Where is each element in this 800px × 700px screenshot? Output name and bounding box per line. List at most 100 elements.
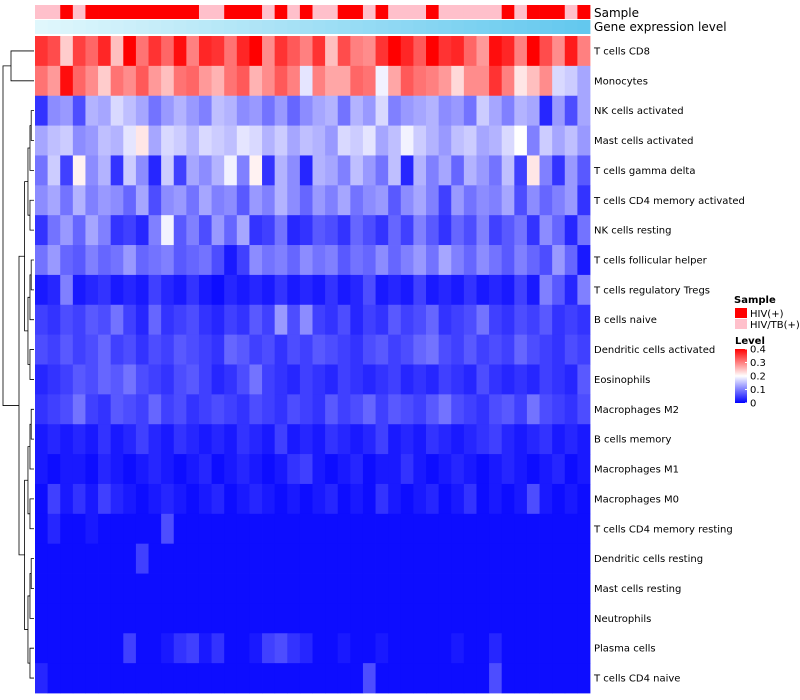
heatmap-cell [98,424,112,455]
heatmap-cell [552,543,566,574]
heatmap-cell [173,424,187,455]
heatmap-cell [72,513,86,545]
heatmap-cell [47,334,61,365]
heatmap-cell [463,95,477,126]
heatmap-cell [98,245,112,276]
heatmap-cell [85,245,99,276]
heatmap-cell [198,215,212,246]
heatmap-cell [274,245,288,276]
heatmap-cell [476,663,490,694]
heatmap-cell [325,364,339,395]
heatmap-cell [400,663,414,694]
heatmap-cell [337,424,351,455]
heatmap-cell [47,95,61,126]
heatmap-cell [123,454,137,485]
heatmap-cell [98,483,112,515]
heatmap-cell [72,274,86,306]
heatmap-cell [135,155,149,186]
heatmap-cell [552,513,566,545]
heatmap-cell [514,633,528,664]
heatmap-cell [123,663,137,694]
heatmap-cell [262,543,276,574]
heatmap-cell [489,424,503,455]
heatmap-cell [375,364,389,395]
sample-annotation-cell [426,5,440,19]
heatmap-cell [514,454,528,485]
heatmap-cell [299,95,313,126]
heatmap-cell [312,125,326,156]
heatmap-cell [476,125,490,156]
heatmap-cell [148,125,162,156]
heatmap-cell [451,36,465,67]
heatmap-cell [299,334,313,365]
heatmap-cell [236,603,250,634]
heatmap-cell [274,95,288,126]
row-label: B cells memory [594,435,671,446]
heatmap-cell [186,304,200,336]
heatmap-cell [577,633,591,664]
heatmap-cell [236,633,250,664]
heatmap-cell [35,334,49,365]
heatmap-cell [501,215,515,246]
heatmap-cell [135,274,149,306]
heatmap-cell [539,125,553,156]
heatmap-cell [375,603,389,634]
heatmap-cell [72,364,86,395]
heatmap-cell [388,155,402,186]
heatmap-cell [135,304,149,336]
heatmap-cell [552,573,566,604]
heatmap-cell [350,125,364,156]
heatmap-cell [489,274,503,306]
heatmap-cell [85,394,99,425]
heatmap-cell [148,304,162,336]
heatmap-cell [451,603,465,634]
heatmap-cell [526,633,540,664]
heatmap-cell [337,304,351,336]
heatmap-cell [476,304,490,336]
row-label: T cells regulatory Tregs [593,285,710,296]
sample-annotation-cell [47,5,61,19]
heatmap-cell [438,304,452,336]
heatmap-cell [489,36,503,67]
sample-annotation-cell [35,5,49,19]
heatmap-cell [413,155,427,186]
sample-annotation-cell [438,5,452,19]
heatmap-cell [161,125,175,156]
sample-annotation-cell [489,5,503,19]
heatmap-cell [337,36,351,67]
heatmap-cell [564,245,578,276]
heatmap-cell [501,633,515,664]
heatmap-cell [148,65,162,97]
heatmap-cell [198,95,212,126]
heatmap-cell [552,215,566,246]
heatmap-cell [388,215,402,246]
heatmap-cell [161,334,175,365]
heatmap-cell [299,155,313,186]
heatmap-cell [489,513,503,545]
expression-annotation-cell [249,20,263,34]
heatmap-cell [299,573,313,604]
heatmap-cell [110,364,124,395]
heatmap-cell [274,364,288,395]
heatmap-cell [249,215,263,246]
heatmap-cell [148,274,162,306]
heatmap-cell [337,454,351,485]
heatmap-cell [463,663,477,694]
heatmap-cell [539,454,553,485]
heatmap-cell [85,95,99,126]
heatmap-cell [539,245,553,276]
heatmap-cell [173,633,187,664]
heatmap-cell [35,364,49,395]
heatmap-cell [60,603,74,634]
heatmap-cell [211,304,225,336]
heatmap-cell [198,155,212,186]
heatmap-cell [211,603,225,634]
heatmap-cell [135,215,149,246]
heatmap-cell [173,364,187,395]
heatmap-cell [312,274,326,306]
heatmap-cell [400,95,414,126]
heatmap-cell [161,155,175,186]
dendrogram-branch [29,125,34,171]
heatmap-cell [123,483,137,515]
heatmap-cell [47,65,61,97]
